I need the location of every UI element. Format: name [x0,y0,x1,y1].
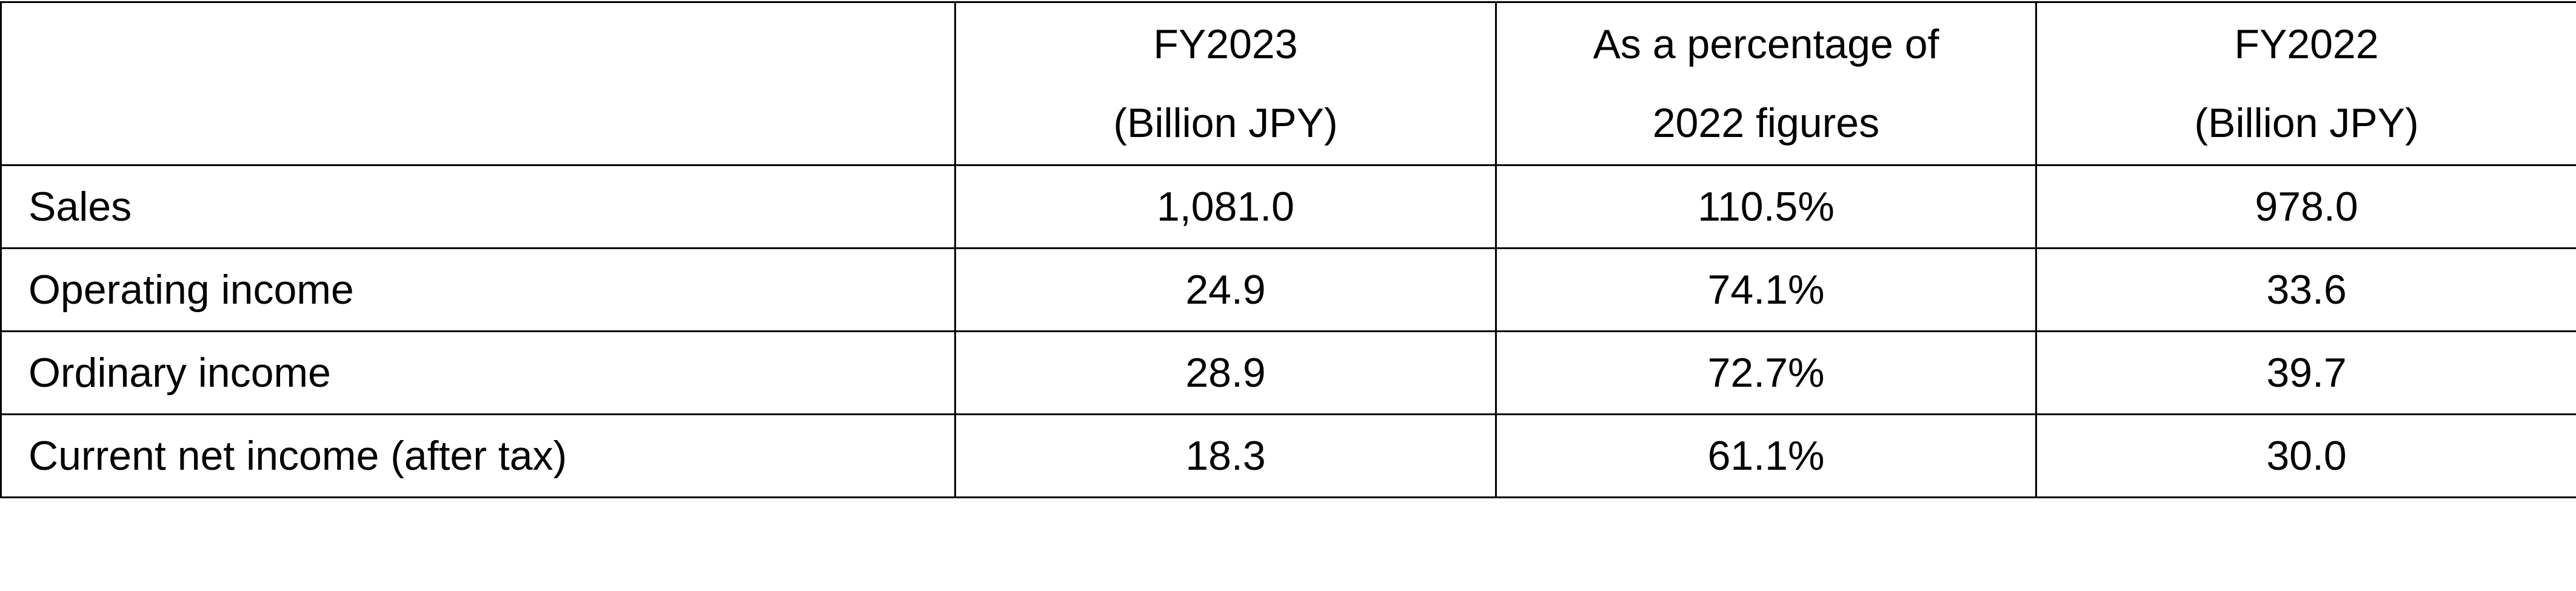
value-cell: 33.6 [2035,247,2576,332]
header-text: FY2022 [2234,21,2379,67]
row-label: Ordinary income [0,330,956,415]
value-cell: 61.1% [1495,413,2037,498]
results-table: FY2023 (Billion JPY) As a percentage of 202… [0,1,2576,498]
row-label: Current net income (after tax) [0,413,956,498]
data-row: Operating income 24.9 74.1% 33.6 [0,247,2576,332]
header-text: As a percentage of [1593,21,1939,67]
value-cell: 39.7 [2035,330,2576,415]
corner-cell [0,1,956,166]
value-cell: 18.3 [954,413,1497,498]
value-cell: 978.0 [2035,164,2576,249]
value-cell: 110.5% [1495,164,2037,249]
header-row: FY2023 (Billion JPY) As a percentage of 202… [0,1,2576,166]
value-cell: 28.9 [954,330,1497,415]
value-cell: 72.7% [1495,330,2037,415]
data-row: Current net income (after tax) 18.3 61.1% 3… [0,413,2576,498]
value-cell: 30.0 [2035,413,2576,498]
header-text: 2022 figures [1652,100,1880,146]
value-cell: 1,081.0 [954,164,1497,249]
data-row: Sales 1,081.0 110.5% 978.0 [0,164,2576,249]
column-header: FY2023 (Billion JPY) [954,1,1497,166]
row-label: Sales [0,164,956,249]
row-label: Operating income [0,247,956,332]
column-header: FY2022 (Billion JPY) [2035,1,2576,166]
value-cell: 24.9 [954,247,1497,332]
header-text: (Billion JPY) [2194,100,2419,146]
header-text: FY2023 [1153,21,1298,67]
column-header: As a percentage of 2022 figures [1495,1,2037,166]
data-row: Ordinary income 28.9 72.7% 39.7 [0,330,2576,415]
value-cell: 74.1% [1495,247,2037,332]
header-text: (Billion JPY) [1113,100,1338,146]
